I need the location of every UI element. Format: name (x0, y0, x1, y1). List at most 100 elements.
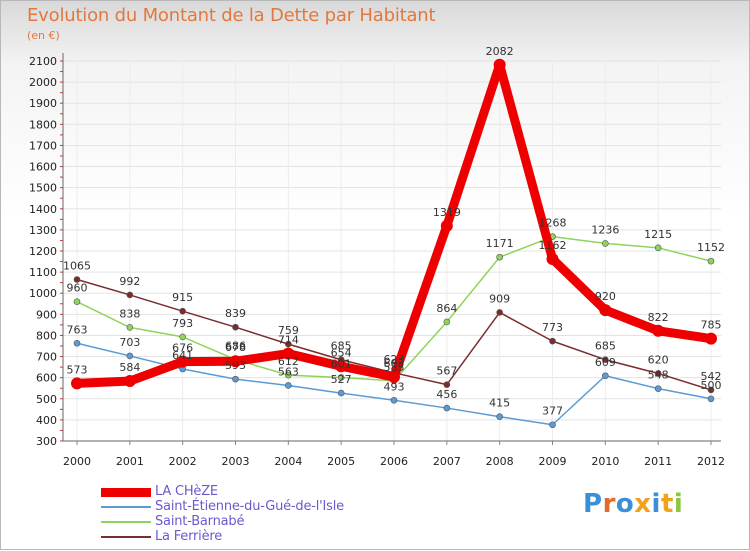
data-label: 493 (384, 380, 405, 393)
data-point (176, 355, 189, 368)
x-tick-label: 2001 (116, 455, 144, 468)
x-tick: 2012 (697, 455, 725, 468)
data-label: 1065 (63, 260, 91, 273)
y-tick-label: 1500 (29, 182, 57, 195)
y-tick: 1200 (29, 245, 57, 258)
y-tick-label: 700 (36, 351, 57, 364)
data-point (599, 304, 612, 317)
x-tick-label: 2000 (63, 455, 91, 468)
x-tick: 2003 (222, 455, 250, 468)
y-tick: 400 (36, 414, 57, 427)
data-label: 714 (278, 334, 299, 347)
data-point (232, 323, 239, 331)
data-label: 703 (119, 336, 140, 349)
x-tick-label: 2008 (486, 455, 514, 468)
data-label: 567 (436, 365, 457, 378)
x-tick-label: 2006 (380, 455, 408, 468)
data-point (602, 356, 609, 364)
data-label: 960 (67, 282, 88, 295)
x-tick-label: 2004 (274, 455, 302, 468)
data-point (390, 396, 398, 404)
data-label: 500 (701, 379, 722, 392)
data-label: 654 (331, 346, 352, 359)
data-point (126, 291, 134, 299)
data-point (496, 253, 503, 261)
legend-label: Saint-Étienne-du-Gué-de-l'Isle (155, 499, 344, 514)
series-lines (71, 58, 717, 429)
y-tick-label: 900 (36, 308, 57, 321)
data-label: 573 (67, 363, 88, 376)
x-tick: 2011 (644, 455, 672, 468)
legend-label: Saint-Barnabé (155, 514, 245, 529)
y-tick-label: 1100 (29, 266, 57, 279)
y-tick: 1100 (29, 266, 57, 279)
data-point (179, 307, 186, 315)
x-tick: 2000 (63, 455, 91, 468)
x-tick: 2007 (433, 455, 461, 468)
x-tick: 2010 (591, 455, 619, 468)
data-label: 822 (648, 311, 669, 324)
data-label: 686 (225, 340, 246, 353)
legend-swatch (101, 536, 151, 538)
x-tick-label: 2003 (222, 455, 250, 468)
proxiti-logo: Proxiti (583, 489, 683, 519)
y-tick-label: 2000 (29, 76, 57, 89)
data-point (337, 374, 345, 381)
data-point (549, 337, 556, 345)
data-point (654, 244, 662, 252)
data-point (602, 372, 609, 380)
data-point (443, 404, 451, 412)
y-tick: 300 (36, 435, 57, 448)
y-tick: 1900 (29, 97, 57, 110)
x-tick: 2006 (380, 455, 408, 468)
data-label: 838 (119, 307, 140, 320)
data-point (707, 257, 715, 265)
data-label: 1171 (486, 237, 514, 250)
data-label: 909 (489, 292, 510, 305)
y-tick-label: 1900 (29, 97, 57, 110)
x-tick-label: 2012 (697, 455, 725, 468)
data-point (654, 385, 662, 392)
x-tick-label: 2007 (433, 455, 461, 468)
y-tick: 500 (36, 393, 57, 406)
y-tick-label: 1300 (29, 224, 57, 237)
data-point (388, 371, 400, 384)
data-label: 839 (225, 307, 246, 320)
data-label: 623 (384, 353, 405, 366)
chart-title: Evolution du Montant de la Dette par Hab… (27, 5, 436, 26)
data-point (285, 340, 292, 348)
grid-lines (63, 60, 721, 442)
x-tick: 2008 (486, 455, 514, 468)
data-label: 793 (172, 317, 193, 330)
y-tick-label: 1000 (29, 287, 57, 300)
data-label: 1162 (539, 239, 567, 252)
data-label: 685 (331, 340, 352, 353)
legend-label: La Ferrière (155, 529, 223, 544)
axes: 300 400 500 600 700 800 900 1000 1100 1200 1300 140… (29, 53, 725, 468)
y-tick-label: 1600 (29, 161, 57, 174)
data-point (126, 324, 134, 331)
x-tick-label: 2011 (644, 455, 672, 468)
data-label: 609 (595, 356, 616, 369)
y-tick: 1700 (29, 139, 57, 152)
chart-subtitle: (en €) (27, 29, 60, 42)
data-point (335, 360, 348, 373)
y-tick-label: 300 (36, 435, 57, 448)
data-point (282, 347, 295, 360)
data-point (73, 298, 81, 305)
data-label: 415 (489, 397, 510, 410)
y-tick-label: 2100 (29, 55, 57, 68)
data-label: 601 (331, 357, 352, 370)
data-label: 2082 (486, 45, 514, 58)
data-label: 563 (278, 365, 299, 378)
data-point (496, 309, 503, 316)
data-point (546, 253, 559, 266)
data-label: 548 (648, 369, 669, 382)
data-label: 676 (172, 342, 193, 355)
y-tick: 700 (36, 351, 57, 364)
legend-swatch (101, 506, 151, 508)
data-point (654, 370, 662, 377)
logo-letter: o (615, 489, 635, 519)
data-label: 542 (701, 370, 722, 383)
